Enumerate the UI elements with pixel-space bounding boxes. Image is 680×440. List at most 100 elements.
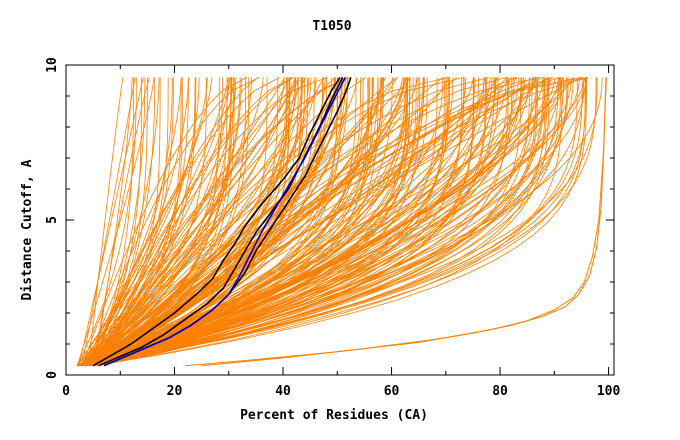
model-curve xyxy=(91,77,508,367)
model-curve xyxy=(86,77,260,366)
model-curve xyxy=(91,77,232,367)
x-tick-label: 100 xyxy=(597,384,621,399)
model-curve xyxy=(80,77,509,367)
model-curve xyxy=(82,77,425,367)
x-tick-label: 80 xyxy=(492,384,508,399)
model-curve xyxy=(89,77,189,366)
model-curve xyxy=(78,77,144,366)
model-curve xyxy=(90,77,597,367)
model-curve xyxy=(83,77,569,367)
model-curve xyxy=(77,77,406,367)
model-curve xyxy=(90,77,382,367)
model-curve xyxy=(94,77,288,367)
model-curve xyxy=(93,77,150,366)
model-curve xyxy=(98,77,548,367)
model-curve xyxy=(91,77,286,366)
model-curve xyxy=(90,77,561,367)
model-curve xyxy=(89,77,487,367)
model-curve xyxy=(81,77,589,367)
model-curve xyxy=(86,77,379,367)
y-tick-label: 5 xyxy=(45,216,60,224)
model-curve xyxy=(81,77,136,366)
model-curve xyxy=(93,77,364,367)
model-curve xyxy=(79,77,161,366)
model-curve xyxy=(89,77,346,367)
model-curve xyxy=(90,77,587,367)
model-curve xyxy=(78,77,493,367)
highlighted-model-lines xyxy=(92,76,352,367)
model-curve xyxy=(92,77,561,367)
model-curve xyxy=(96,77,588,367)
model-curve xyxy=(97,77,522,367)
blue-model-curve xyxy=(103,77,347,367)
model-curve xyxy=(77,77,213,366)
model-curve xyxy=(94,77,449,367)
model-curve xyxy=(94,77,156,366)
model-curve xyxy=(96,77,223,366)
model-curve xyxy=(96,77,294,366)
model-curve xyxy=(92,77,384,367)
model-curve xyxy=(78,77,207,367)
y-tick-label: 0 xyxy=(45,371,60,379)
black-model-curve xyxy=(92,76,341,367)
y-axis: 0 5 10 xyxy=(45,57,614,379)
model-curve xyxy=(77,77,428,367)
x-axis-title: Percent of Residues (CA) xyxy=(240,408,428,423)
model-curve xyxy=(95,77,509,367)
model-curve xyxy=(82,77,299,367)
model-curve xyxy=(85,77,573,367)
model-curve xyxy=(83,77,586,367)
model-curve xyxy=(88,77,124,366)
model-curve xyxy=(83,77,250,367)
model-curve xyxy=(94,77,587,367)
model-curve xyxy=(85,77,419,367)
model-curve xyxy=(93,77,229,366)
model-curve xyxy=(79,77,347,366)
model-curve xyxy=(91,77,174,366)
model-curve xyxy=(78,77,538,367)
x-tick-label: 0 xyxy=(62,384,70,399)
model-curve xyxy=(81,77,518,367)
x-tick-label: 40 xyxy=(275,384,291,399)
model-curve xyxy=(87,77,182,366)
model-curve xyxy=(91,77,526,367)
model-curve xyxy=(96,77,220,367)
x-tick-label: 20 xyxy=(167,384,183,399)
model-curve xyxy=(84,77,515,367)
model-curve xyxy=(79,77,585,367)
outlier-curve xyxy=(201,77,607,367)
model-curve xyxy=(80,77,299,367)
x-tick-label: 60 xyxy=(384,384,400,399)
model-curve xyxy=(85,77,530,367)
model-curve xyxy=(86,77,297,367)
model-curve xyxy=(76,77,137,366)
model-curve xyxy=(76,77,350,366)
model-curve xyxy=(97,77,545,367)
y-axis-title: Distance Cutoff, A xyxy=(20,159,35,300)
model-curve xyxy=(80,77,173,366)
model-curve xyxy=(76,77,587,367)
model-curve xyxy=(77,77,445,367)
model-curve xyxy=(96,77,325,366)
model-curve xyxy=(92,77,308,367)
model-curve xyxy=(85,77,196,366)
model-curve xyxy=(91,77,134,366)
outlier-model-lines xyxy=(185,77,607,367)
model-curve xyxy=(92,77,235,366)
model-curve xyxy=(88,77,412,367)
model-curve xyxy=(80,77,208,366)
chart-title: T1050 xyxy=(312,19,351,34)
model-curve xyxy=(97,77,242,366)
model-curve xyxy=(81,77,479,367)
model-curve xyxy=(93,77,133,366)
model-curve xyxy=(82,77,291,366)
x-axis: 0 20 40 60 80 100 xyxy=(62,65,620,399)
model-curve xyxy=(76,77,155,366)
model-curve xyxy=(90,77,160,366)
model-curve xyxy=(78,77,449,367)
model-curve xyxy=(78,77,183,367)
background-model-lines xyxy=(76,77,603,367)
model-curve xyxy=(92,77,374,367)
